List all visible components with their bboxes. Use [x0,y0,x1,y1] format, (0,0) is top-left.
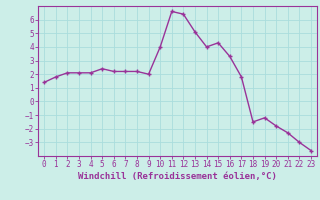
X-axis label: Windchill (Refroidissement éolien,°C): Windchill (Refroidissement éolien,°C) [78,172,277,181]
